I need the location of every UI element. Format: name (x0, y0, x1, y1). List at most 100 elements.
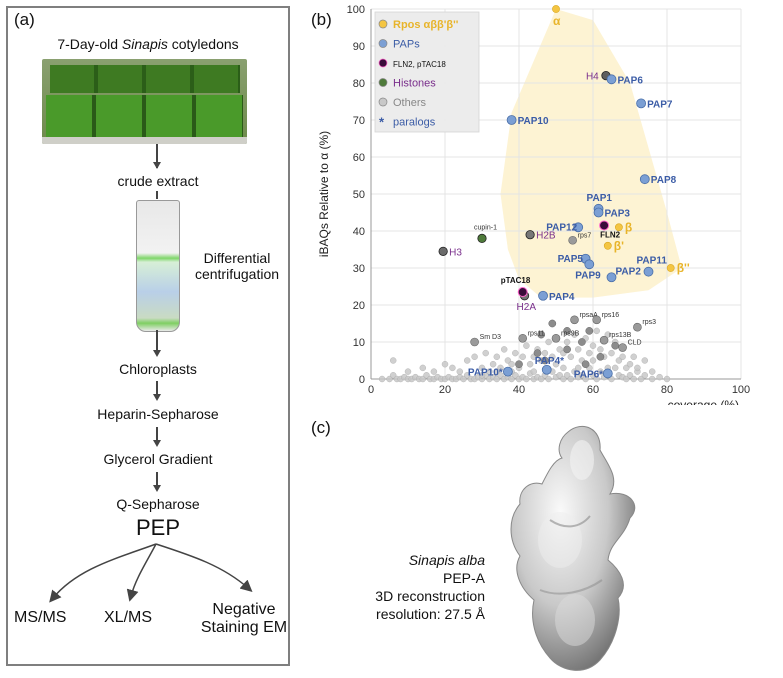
point-other (571, 331, 578, 338)
point-other (593, 375, 600, 383)
point-other-labeled (570, 315, 579, 325)
point-other-labeled (470, 337, 479, 347)
label-other: rps3 (642, 319, 656, 326)
point-pap (602, 368, 613, 379)
flow-qsepharose: Q-Sepharose (116, 496, 200, 512)
point-other (626, 360, 634, 368)
point-pap (502, 366, 513, 377)
point-other (419, 364, 427, 372)
panel-label-c: (c) (311, 418, 331, 437)
point-other (530, 368, 538, 375)
point-other-labeled (551, 333, 561, 343)
label-rpo: β (625, 220, 632, 234)
point-other (574, 364, 582, 372)
label-pap: PAP11 (637, 256, 668, 267)
y-axis-label: iBAQs Relative to α (%) (317, 131, 331, 257)
point-pap (538, 290, 548, 301)
point-other (526, 360, 534, 368)
point-other (489, 360, 497, 368)
point-other (512, 349, 519, 357)
flow-negative: Negative Staining EM (200, 601, 288, 636)
point-other-dark (548, 319, 557, 328)
flowchart-box: 7-Day-old Sinapis cotyledons crude extra… (6, 6, 290, 666)
label-histone: H4 (586, 72, 599, 83)
point-other (630, 353, 637, 361)
label-other: rps16 (602, 312, 620, 319)
label-pap: PAP4 (549, 292, 575, 303)
point-histone (477, 233, 487, 243)
point-other (378, 375, 386, 383)
point-other (519, 353, 526, 361)
point-fln (517, 287, 528, 298)
label-histone: H2B (536, 231, 556, 242)
point-other-labeled (518, 333, 527, 343)
point-other-dark (585, 327, 594, 335)
label-pap: PAP10* (468, 368, 503, 379)
x-tick-label: 20 (439, 384, 451, 396)
point-other-dark (596, 352, 605, 361)
label-pap: PAP4* (535, 356, 564, 367)
x-tick-label: 40 (513, 384, 525, 396)
point-other-labeled (599, 335, 609, 345)
point-other (404, 368, 412, 375)
seedling-photo (42, 59, 247, 144)
legend-marker (378, 78, 388, 87)
point-rpo (666, 264, 675, 272)
legend-marker-star: * (379, 115, 385, 130)
label-other: rps7 (578, 232, 592, 239)
point-pap (593, 207, 604, 218)
point-other (630, 375, 637, 383)
label-histone: cupin-1 (474, 224, 497, 231)
y-tick-label: 0 (359, 374, 365, 386)
label-fln: pTAC18 (501, 276, 531, 285)
point-other (463, 357, 471, 364)
point-other (563, 338, 571, 346)
point-pap (541, 364, 552, 375)
point-other (560, 364, 567, 372)
flow-chloroplasts: Chloroplasts (119, 361, 197, 377)
label-pap: PAP2 (616, 266, 642, 277)
y-tick-label: 50 (353, 189, 365, 201)
point-other (641, 357, 649, 364)
point-other-dark (563, 345, 571, 354)
point-rpo (614, 223, 623, 232)
y-tick-label: 80 (353, 78, 365, 90)
legend-marker (378, 58, 388, 68)
y-tick-label: 20 (353, 300, 365, 312)
point-other (456, 368, 464, 375)
point-other (541, 349, 549, 357)
scatter-chart: 0 20 40 60 80 100 0 10 20 30 40 50 60 70 80 90 100 covera… (317, 4, 750, 405)
flow-differential: Differential centrifugation (194, 250, 280, 282)
point-other (589, 342, 597, 349)
x-tick-label: 60 (587, 384, 599, 396)
point-other-dark (533, 349, 542, 357)
point-other (552, 360, 560, 368)
point-other (619, 353, 626, 361)
label-pap: PAP7 (647, 99, 673, 110)
point-other-dark (537, 330, 546, 339)
legend-label: PAPs (393, 39, 420, 51)
label-other: rps11 (528, 330, 545, 337)
label-pap: PAP1 (587, 193, 613, 204)
point-other (648, 375, 656, 383)
point-other (549, 353, 556, 361)
point-other (634, 364, 641, 372)
point-other (604, 331, 612, 338)
point-other (593, 327, 600, 335)
point-other (482, 349, 489, 357)
point-other (493, 353, 501, 361)
y-tick-label: 40 (353, 226, 365, 238)
point-other-dark (578, 338, 586, 346)
legend-marker (378, 97, 388, 107)
point-other (608, 349, 615, 357)
branch-arrows (49, 543, 253, 603)
point-pap (506, 115, 517, 125)
label-histone: H2A (517, 302, 537, 313)
point-pap (636, 98, 647, 109)
flow-msms: MS/MS (14, 609, 67, 626)
point-other (430, 368, 438, 375)
point-other (478, 372, 486, 379)
point-pap (606, 74, 617, 85)
flow-crude-extract: crude extract (117, 173, 199, 189)
legend-marker (378, 19, 388, 29)
